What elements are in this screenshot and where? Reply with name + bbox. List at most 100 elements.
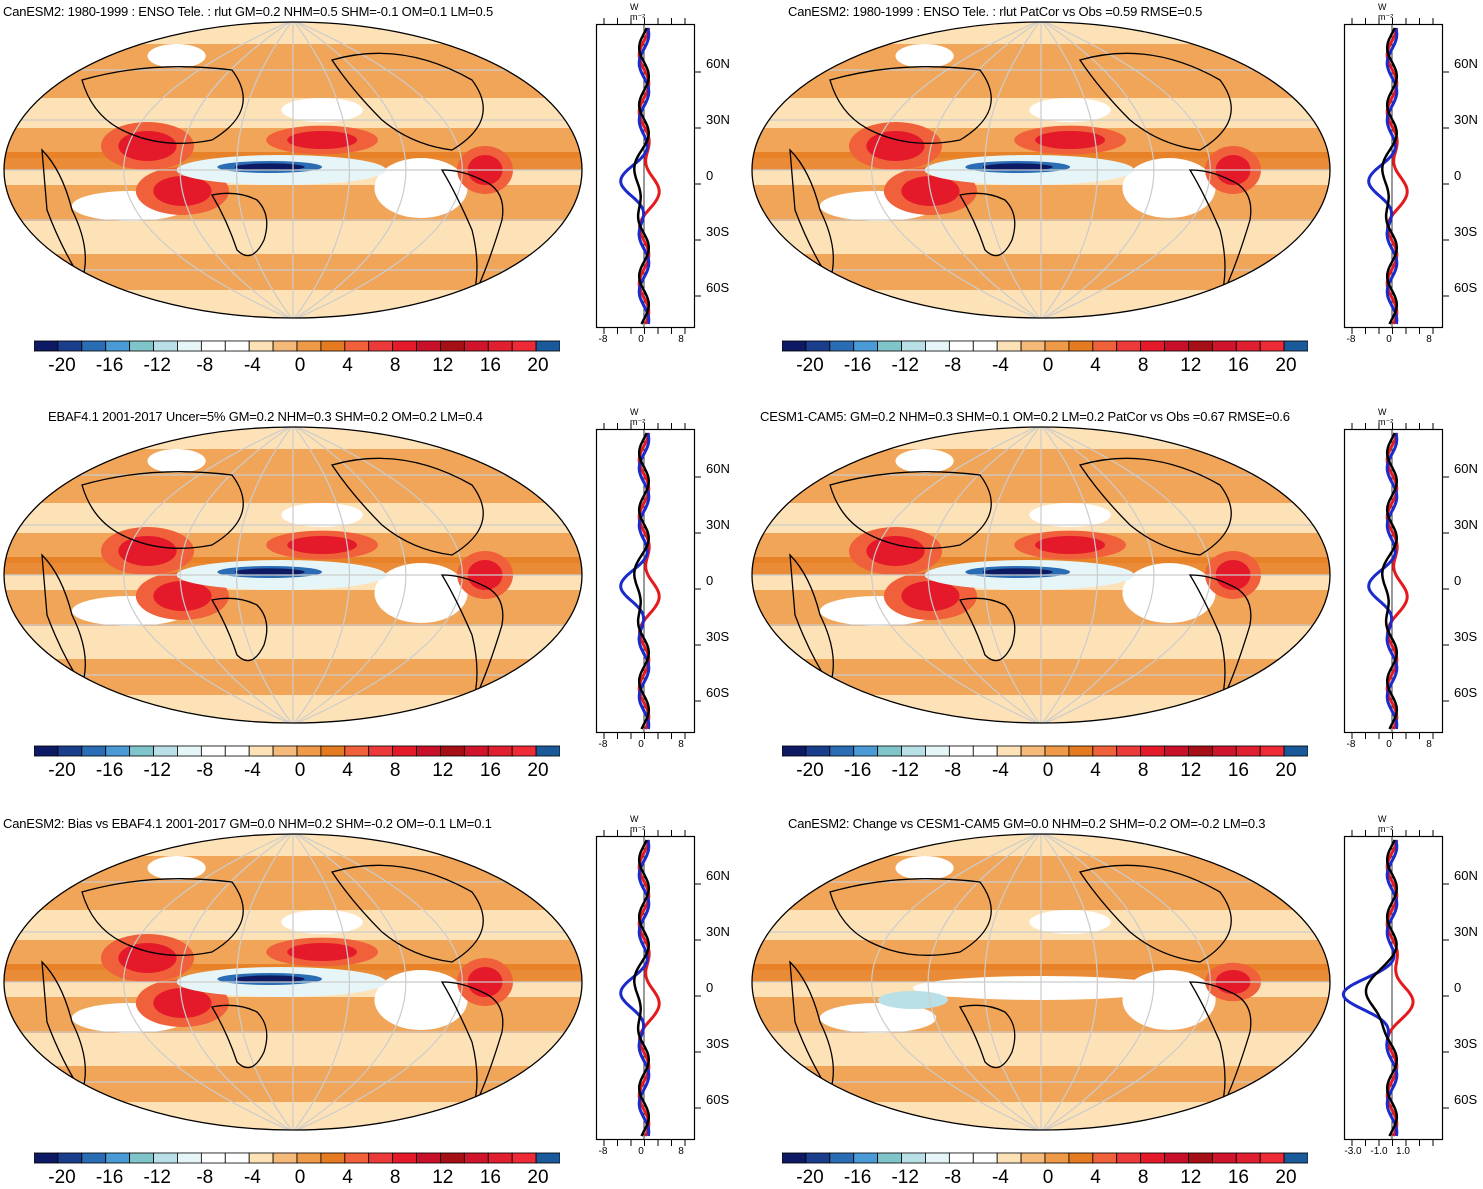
- world-map: [3, 426, 583, 724]
- colorbar-tick-label: -8: [944, 760, 962, 781]
- zonal-unit-label: W m⁻²: [1378, 2, 1394, 22]
- zonal-lat-label: 0: [1454, 980, 1462, 995]
- colorbar-tick-label: 0: [294, 1167, 306, 1188]
- colorbar: [782, 745, 1308, 757]
- colorbar-tick-label: -8: [196, 355, 214, 376]
- zonal-lat-label: 30S: [706, 224, 730, 239]
- colorbar-tick-label: -12: [143, 355, 171, 376]
- colorbar-tick-label: 20: [1275, 355, 1297, 376]
- zonal-lat-label: 60N: [1454, 56, 1478, 71]
- zonal-lat-label: 0: [706, 168, 714, 183]
- zonal-lat-label: 60N: [706, 461, 730, 476]
- colorbar-tick-label: -4: [243, 1167, 261, 1188]
- panel-title: CanESM2: Change vs CESM1-CAM5 GM=0.0 NHM…: [788, 816, 1266, 831]
- colorbar-tick-label: -16: [95, 1167, 124, 1188]
- zonal-x-tick-label: -3.0: [1344, 1146, 1362, 1157]
- colorbar-tick-label: -8: [196, 1167, 214, 1188]
- zonal-mean-plot: [1341, 830, 1449, 1146]
- colorbar-tick-label: -20: [796, 760, 824, 781]
- zonal-lat-label: 30S: [1454, 1036, 1478, 1051]
- colorbar: [782, 1152, 1308, 1164]
- zonal-x-tick-label: 0: [1386, 739, 1392, 750]
- colorbar-tick-label: -20: [796, 355, 824, 376]
- colorbar-tick-label: -16: [843, 355, 872, 376]
- colorbar-tick-label: 4: [342, 355, 353, 376]
- colorbar-tick-label: 12: [1180, 760, 1202, 781]
- colorbar-tick-label: -20: [48, 1167, 76, 1188]
- zonal-x-tick-label: 0: [638, 739, 644, 750]
- zonal-x-tick-label: 0: [1386, 334, 1392, 345]
- colorbar-tick-label: -16: [95, 355, 124, 376]
- zonal-unit-label: W m⁻²: [630, 2, 646, 22]
- zonal-x-tick-label: 8: [678, 739, 684, 750]
- colorbar: [34, 745, 560, 757]
- zonal-lat-label: 60S: [706, 685, 730, 700]
- zonal-x-tick-label: 0: [638, 334, 644, 345]
- zonal-x-tick-label: 8: [678, 334, 684, 345]
- colorbar-tick-label: 4: [342, 1167, 353, 1188]
- colorbar-tick-label: 4: [1090, 1167, 1101, 1188]
- zonal-unit-label: W m⁻²: [1378, 814, 1394, 834]
- zonal-lat-label: 60N: [1454, 461, 1478, 476]
- zonal-lat-label: 60N: [1454, 868, 1478, 883]
- zonal-x-tick-label: -8: [1346, 739, 1356, 750]
- colorbar-tick-label: -8: [196, 760, 214, 781]
- world-map: [3, 21, 583, 319]
- zonal-mean-plot: [595, 423, 701, 739]
- panel-title: CESM1-CAM5: GM=0.2 NHM=0.3 SHM=0.1 OM=0.…: [760, 409, 1290, 424]
- zonal-x-tick-label: 8: [1426, 334, 1432, 345]
- colorbar-tick-label: 8: [1137, 355, 1149, 376]
- world-map: [751, 426, 1331, 724]
- colorbar-tick-label: -20: [48, 760, 76, 781]
- colorbar-tick-label: -4: [991, 760, 1009, 781]
- colorbar-tick-label: -12: [143, 760, 171, 781]
- zonal-lat-label: 0: [706, 573, 714, 588]
- colorbar-tick-label: -12: [891, 760, 919, 781]
- colorbar-tick-label: 16: [479, 760, 501, 781]
- zonal-lat-label: 60N: [706, 56, 730, 71]
- zonal-lat-label: 0: [706, 980, 714, 995]
- colorbar-tick-label: 20: [1275, 1167, 1297, 1188]
- colorbar-tick-label: 12: [1180, 355, 1202, 376]
- zonal-mean-plot: [595, 830, 701, 1146]
- colorbar-tick-label: -12: [891, 355, 919, 376]
- zonal-lat-label: 60S: [1454, 280, 1478, 295]
- zonal-x-tick-label: 8: [1426, 739, 1432, 750]
- colorbar-tick-label: 12: [432, 760, 454, 781]
- zonal-lat-label: 60S: [1454, 1092, 1478, 1107]
- colorbar-tick-label: -4: [243, 355, 261, 376]
- zonal-lat-label: 0: [1454, 168, 1462, 183]
- panel-title: EBAF4.1 2001-2017 Uncer=5% GM=0.2 NHM=0.…: [48, 409, 483, 424]
- colorbar-tick-label: 8: [389, 760, 401, 781]
- panel-title: CanESM2: Bias vs EBAF4.1 2001-2017 GM=0.…: [3, 816, 492, 831]
- colorbar-tick-label: -16: [843, 760, 872, 781]
- colorbar-tick-label: 12: [432, 355, 454, 376]
- zonal-unit-label: W m⁻²: [630, 814, 646, 834]
- colorbar-tick-label: 8: [389, 1167, 401, 1188]
- colorbar-tick-label: 4: [1090, 760, 1101, 781]
- colorbar-tick-label: 0: [294, 355, 306, 376]
- zonal-mean-plot: [1343, 423, 1449, 739]
- colorbar-tick-label: 8: [1137, 1167, 1149, 1188]
- zonal-x-tick-label: 1.0: [1396, 1146, 1410, 1157]
- colorbar-tick-label: 16: [1227, 760, 1249, 781]
- colorbar-tick-label: -16: [843, 1167, 872, 1188]
- colorbar-tick-label: 16: [1227, 1167, 1249, 1188]
- zonal-x-tick-label: -8: [598, 739, 608, 750]
- zonal-lat-label: 60N: [706, 868, 730, 883]
- colorbar-tick-label: 4: [342, 760, 353, 781]
- colorbar-tick-label: -12: [143, 1167, 171, 1188]
- colorbar-tick-label: -4: [991, 1167, 1009, 1188]
- colorbar-tick-label: 0: [1042, 355, 1054, 376]
- world-map: [751, 833, 1331, 1131]
- panel-title: CanESM2: 1980-1999 : ENSO Tele. : rlut P…: [788, 4, 1203, 19]
- colorbar-tick-label: 20: [527, 1167, 549, 1188]
- colorbar: [782, 340, 1308, 352]
- colorbar-tick-label: 4: [1090, 355, 1101, 376]
- zonal-lat-label: 30S: [1454, 629, 1478, 644]
- zonal-x-tick-label: -1.0: [1370, 1146, 1388, 1157]
- world-map: [3, 833, 583, 1131]
- colorbar-tick-label: 20: [527, 760, 549, 781]
- colorbar-tick-label: 0: [294, 760, 306, 781]
- colorbar-tick-label: -8: [944, 1167, 962, 1188]
